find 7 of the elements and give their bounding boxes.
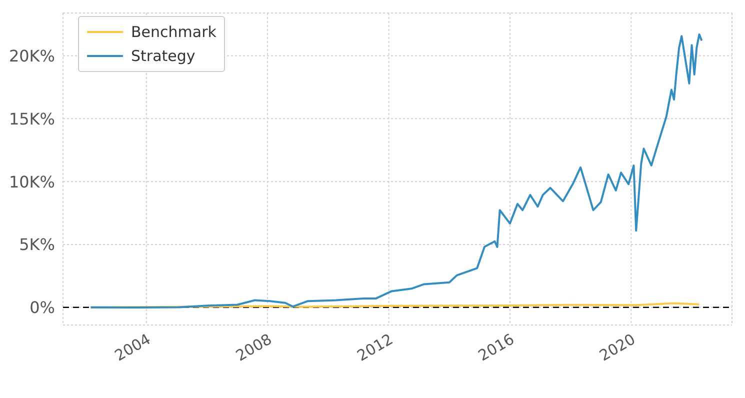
y-tick-label: 5K% (19, 235, 55, 254)
y-tick-label: 20K% (8, 46, 55, 66)
legend-label: Benchmark (131, 23, 216, 41)
legend-label: Strategy (131, 47, 196, 65)
y-tick-label: 15K% (8, 109, 55, 128)
y-tick-label: 10K% (8, 172, 55, 192)
y-tick-label: 0% (30, 298, 55, 318)
